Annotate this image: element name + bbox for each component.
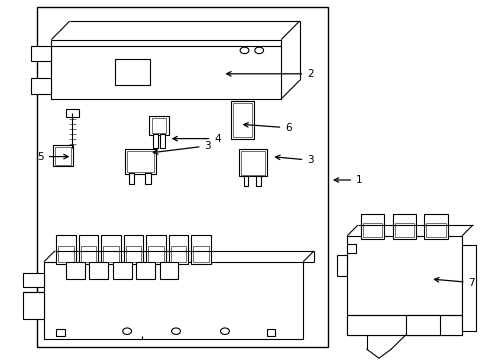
- Bar: [127, 151, 154, 172]
- Bar: [31, 78, 51, 94]
- Bar: [243, 176, 248, 186]
- Bar: [55, 147, 71, 165]
- Bar: [193, 246, 208, 262]
- Bar: [115, 59, 150, 85]
- Bar: [56, 235, 76, 264]
- Bar: [53, 145, 73, 166]
- Bar: [66, 109, 79, 117]
- Bar: [58, 246, 74, 262]
- Bar: [101, 235, 121, 264]
- Bar: [362, 223, 382, 237]
- Bar: [151, 118, 166, 133]
- Bar: [394, 223, 413, 237]
- Bar: [148, 246, 163, 262]
- Bar: [44, 262, 303, 339]
- Text: 4: 4: [173, 134, 221, 144]
- Bar: [113, 262, 131, 279]
- Bar: [103, 246, 119, 262]
- Bar: [255, 176, 260, 186]
- Bar: [241, 151, 264, 175]
- Bar: [56, 329, 65, 336]
- Bar: [424, 214, 447, 239]
- Bar: [146, 235, 165, 264]
- Bar: [230, 101, 254, 139]
- Bar: [23, 292, 44, 319]
- Bar: [31, 46, 51, 61]
- Bar: [461, 245, 475, 331]
- Bar: [123, 235, 143, 264]
- Bar: [233, 103, 251, 137]
- Bar: [153, 134, 158, 148]
- Bar: [37, 7, 327, 347]
- Bar: [405, 315, 439, 335]
- Bar: [136, 262, 155, 279]
- Bar: [346, 244, 355, 253]
- Bar: [191, 235, 210, 264]
- Text: 7: 7: [434, 278, 474, 288]
- Bar: [149, 116, 168, 135]
- Bar: [168, 235, 188, 264]
- Text: 3: 3: [275, 155, 313, 165]
- Text: 3: 3: [153, 141, 211, 154]
- Bar: [124, 149, 156, 174]
- Text: 5: 5: [37, 152, 68, 162]
- Bar: [346, 236, 461, 335]
- Bar: [160, 134, 164, 148]
- Bar: [125, 246, 141, 262]
- Bar: [360, 214, 384, 239]
- Bar: [266, 329, 275, 336]
- Bar: [145, 173, 151, 184]
- Bar: [89, 262, 108, 279]
- Bar: [426, 223, 445, 237]
- Bar: [128, 173, 134, 184]
- Bar: [392, 214, 415, 239]
- Bar: [66, 262, 84, 279]
- Text: 2: 2: [226, 69, 313, 79]
- Bar: [23, 273, 44, 287]
- Bar: [51, 40, 281, 99]
- Text: 1: 1: [334, 175, 362, 185]
- Bar: [238, 149, 266, 176]
- Text: 6: 6: [244, 123, 291, 133]
- Bar: [81, 246, 96, 262]
- Bar: [346, 315, 461, 335]
- Bar: [79, 235, 98, 264]
- Bar: [170, 246, 186, 262]
- Bar: [160, 262, 178, 279]
